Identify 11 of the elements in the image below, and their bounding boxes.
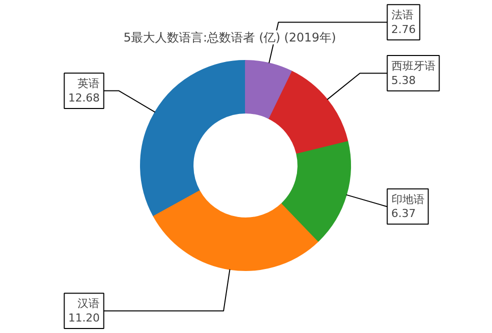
slice-label: 英语 xyxy=(78,77,100,90)
data-label: 6.37 xyxy=(391,207,416,220)
slice-label: 印地语 xyxy=(391,192,424,206)
slice-label: 西班牙语 xyxy=(391,60,436,73)
data-label: 2.76 xyxy=(391,22,416,36)
data-label: 11.20 xyxy=(68,312,100,325)
data-label: 5.38 xyxy=(391,74,416,87)
slice-label: 法语 xyxy=(391,8,414,22)
data-label: 12.68 xyxy=(68,91,100,104)
slice-label: 汉语 xyxy=(78,297,100,310)
text: 5最大人数语言:总数语者 (亿) (2019年) xyxy=(123,30,336,44)
